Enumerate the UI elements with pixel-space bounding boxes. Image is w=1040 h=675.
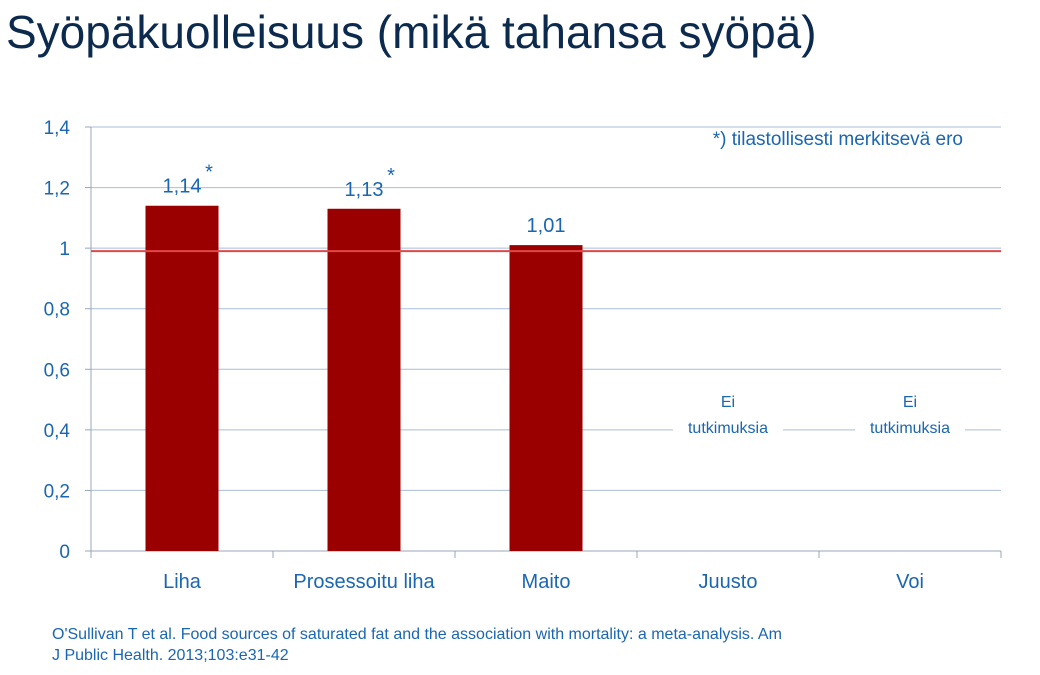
y-tick-label: 1,2 xyxy=(44,179,70,200)
cancer-mortality-bar-chart: 00,20,40,60,811,21,41,14*Liha1,13*Proses… xyxy=(44,118,1002,593)
bar xyxy=(327,208,401,551)
no-data-label-line: Ei xyxy=(903,394,917,411)
y-tick-label: 0 xyxy=(59,542,70,563)
citation-line-2: J Public Health. 2013;103:e31-42 xyxy=(52,647,289,664)
data-label: 1,13 xyxy=(345,179,384,201)
data-label: 1,01 xyxy=(527,215,566,237)
y-tick-label: 0,8 xyxy=(44,300,70,321)
y-tick-label: 0,4 xyxy=(44,421,71,442)
citation-line-1: O'Sullivan T et al. Food sources of satu… xyxy=(52,626,782,643)
bar xyxy=(509,245,583,551)
no-data-label-line: tutkimuksia xyxy=(688,420,768,437)
x-category-label: Voi xyxy=(896,571,924,593)
significance-marker: * xyxy=(387,165,395,187)
significance-note: *) tilastollisesti merkitsevä ero xyxy=(713,129,963,150)
x-category-label: Liha xyxy=(163,571,202,593)
y-tick-label: 1,4 xyxy=(44,118,71,139)
y-tick-label: 1 xyxy=(59,239,70,260)
bar xyxy=(145,205,219,551)
data-label: 1,14 xyxy=(163,176,202,198)
significance-marker: * xyxy=(205,162,213,184)
no-data-label-line: Ei xyxy=(721,394,735,411)
y-tick-label: 0,6 xyxy=(44,360,70,381)
citation: O'Sullivan T et al. Food sources of satu… xyxy=(52,624,912,666)
no-data-label-line: tutkimuksia xyxy=(870,420,950,437)
slide-title: Syöpäkuolleisuus (mikä tahansa syöpä) xyxy=(6,6,817,58)
y-tick-label: 0,2 xyxy=(44,481,70,502)
x-category-label: Juusto xyxy=(699,571,758,593)
x-category-label: Maito xyxy=(522,571,571,593)
x-category-label: Prosessoitu liha xyxy=(293,571,435,593)
